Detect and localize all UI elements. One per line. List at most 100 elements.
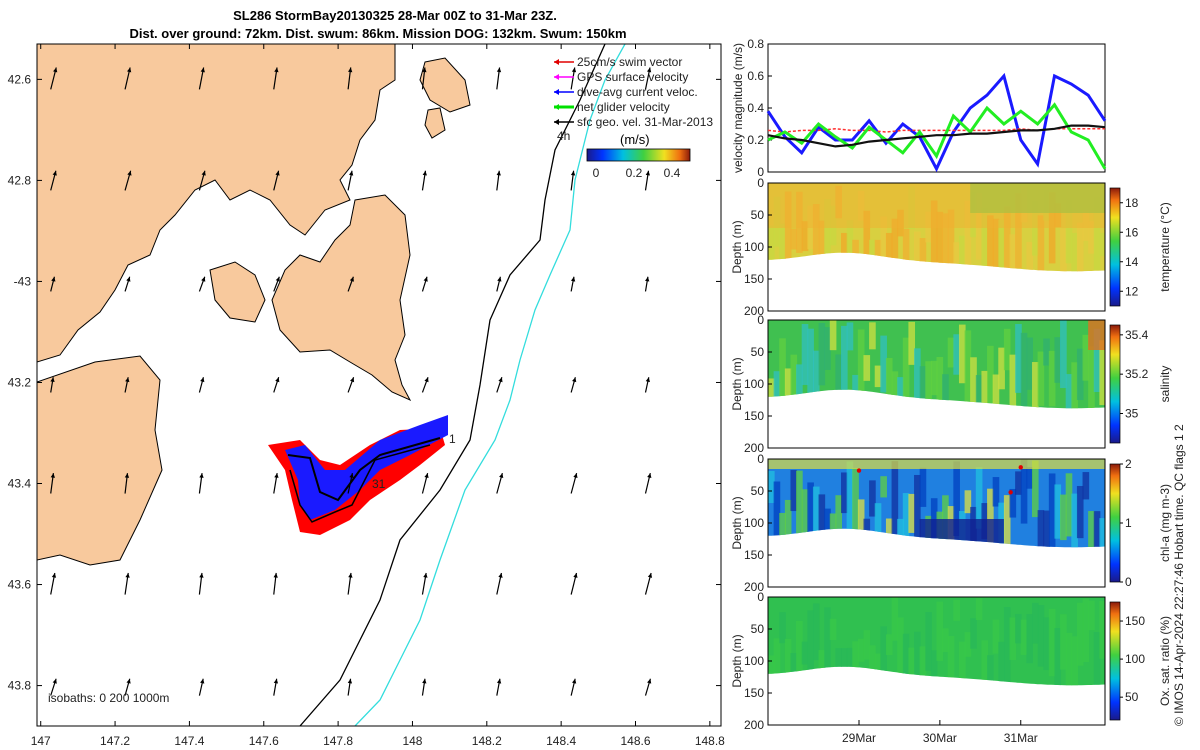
depth-tick-label: 200 [744,441,764,455]
colorbar-tick-label: 35.4 [1125,328,1149,342]
section-streak [998,219,1005,272]
glider-footprint [268,415,448,535]
section-streak [1093,632,1101,686]
depth-tick-label: 100 [744,240,764,254]
section-streak [1082,472,1090,500]
depth-tick-label: 200 [744,580,764,594]
velocity-arrow [198,377,205,393]
section-streak [1093,196,1101,271]
section-streak [1015,613,1022,644]
section-salinity: 0 50 100 150 200 Depth (m) 35.4 35.2 35 salinity [730,313,1172,455]
section-streak [1009,234,1017,272]
velocity-arrow [347,377,355,393]
velocity-arrow [198,67,205,90]
depth-axis-label: Depth (m) [730,634,744,687]
section-streak [1076,602,1084,666]
velocity-arrow [570,276,576,292]
geostrophic-arrows [50,67,653,696]
section-streak [841,648,848,686]
section-colorbar [1109,187,1121,307]
section-streak [790,652,798,686]
section-streak [846,322,854,351]
velocity-arrow [570,170,576,191]
velocity-tick-label: 0.2 [747,133,764,147]
section-streak [1071,493,1078,548]
velocity-arrow [347,170,354,191]
section-streak [1003,495,1011,548]
depth-tick-label: 150 [744,272,764,286]
map-y-tick-label: 43.8 [8,679,32,693]
section-streak [841,472,848,514]
velocity-arrow [644,170,650,191]
chla-flag-point [856,468,862,473]
velocity-arrow [496,678,502,696]
section-streak [1076,222,1084,272]
depth-tick-label: 0 [757,452,764,466]
velocity-arrow [347,473,354,494]
section-streak [1003,328,1011,371]
section-streak [914,231,921,269]
date-tick-label: 30Mar [923,731,957,745]
velocity-tick-label: 0.4 [747,101,764,115]
section-streak [975,598,983,621]
section-streak [992,374,1000,409]
section-streak [987,345,994,409]
section-streak [1088,221,1095,254]
section-streak [1082,598,1090,662]
velocity-arrow [421,377,429,393]
velocity-arrow [198,678,205,696]
section-streak [835,354,843,391]
section-streak [1048,473,1056,548]
section-streak [824,508,831,548]
section-streak [908,647,916,686]
colorbar-unit: (m/s) [620,132,650,147]
section-streak [1054,337,1062,383]
section-streak [936,357,944,409]
section-streak [964,330,972,406]
velocity-arrow [198,276,206,292]
section-streak [863,355,871,381]
section-streak [930,360,938,396]
section-streak [897,617,904,686]
section-streak [863,630,871,660]
speed-colorbar: 4h (m/s) 0 0.2 0.4 [557,129,691,180]
section-warm-layer [768,183,1105,228]
section-streak [953,599,960,621]
section-streak [1071,232,1078,272]
section-streak [1099,600,1105,659]
colorbar-tick-label: 35 [1125,407,1139,421]
section-streak [998,641,1005,684]
velocity-arrow [50,67,58,90]
depth-tick-label: 0 [757,176,764,190]
velocity-arrow [50,170,57,191]
date-axis: 29Mar 30Mar 31Mar [842,720,1038,745]
section-streak [947,337,955,368]
velocity-arrow [124,572,130,595]
section-streak [1037,215,1045,272]
section-streak [768,471,775,504]
velocity-arrow [644,276,650,292]
map-x-ticks: 147 147.2 147.4 147.6 147.8 148 148.2 148.4 148.… [31,44,725,748]
colorbar-tick-label: 12 [1125,284,1139,298]
section-streak [880,476,887,498]
section-streak [919,467,927,507]
section-streak [970,618,977,649]
velocity-arrow [570,472,578,494]
section-streak [885,357,893,409]
depth-axis-label: Depth (m) [730,357,744,410]
colorbar-tick-label: 14 [1125,255,1139,269]
section-streak [1076,485,1084,539]
section-streak [1043,510,1050,548]
section-streak [818,494,826,548]
depth-tick-label: 150 [744,409,764,423]
velocity-arrow [570,67,577,90]
colorbar-tick-label: 100 [1125,652,1145,666]
section-streak [958,641,966,686]
section-streak [1037,510,1045,548]
section-streak [790,470,798,512]
section-streak [1076,348,1084,401]
track-start-label: 1 [449,432,456,446]
velocity-arrow [50,473,55,494]
section-streak [1060,494,1067,541]
